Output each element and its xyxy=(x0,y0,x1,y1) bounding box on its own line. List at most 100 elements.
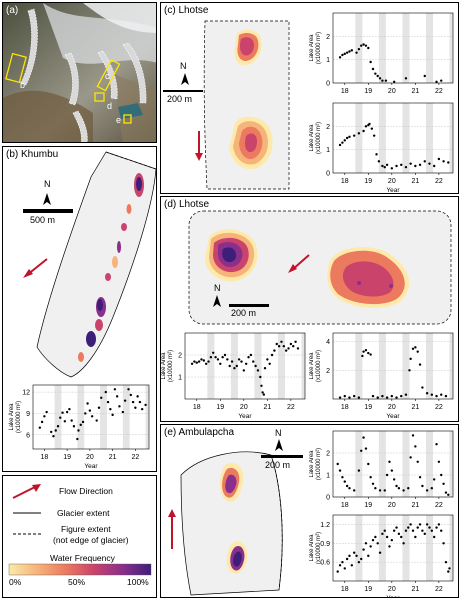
data-point xyxy=(348,135,351,139)
season-band xyxy=(449,103,453,173)
season-band xyxy=(355,333,363,399)
y-tick-label: 2 xyxy=(326,451,330,458)
data-point xyxy=(352,551,356,554)
data-point xyxy=(390,538,394,542)
data-point xyxy=(381,394,384,398)
data-point xyxy=(277,345,281,348)
data-point xyxy=(254,364,257,368)
colorbar-label-100: 100% xyxy=(127,577,149,587)
data-point xyxy=(374,535,377,539)
legend-panel: Flow Direction Glacier extent Figure ext… xyxy=(2,475,157,598)
x-axis-label: Year xyxy=(386,595,400,598)
data-point xyxy=(362,436,365,439)
chart-e2: 0.6 0.9 1.2 18 19 20 21 22 Year Lake Area (x10000 … xyxy=(309,514,454,598)
flow-arrow-d xyxy=(288,254,310,273)
data-point xyxy=(214,356,217,359)
data-point xyxy=(348,487,351,490)
y-tick-label: 1 xyxy=(326,147,330,154)
data-point xyxy=(97,406,101,409)
data-point xyxy=(381,79,384,82)
data-point xyxy=(409,523,412,526)
data-point xyxy=(45,410,48,414)
data-point xyxy=(275,342,278,346)
data-point xyxy=(343,139,346,142)
data-point xyxy=(432,478,436,481)
data-point xyxy=(369,476,372,479)
x-tick-label: 19 xyxy=(364,404,372,411)
flow-arrow-b xyxy=(23,258,48,278)
data-point xyxy=(411,347,415,350)
scale-label-b: 500 m xyxy=(30,215,56,225)
chart-d1: 1 2 18 19 20 21 22 Year Lake Area (x10000 m²) xyxy=(161,332,306,420)
data-point xyxy=(395,396,398,399)
marker-c: c xyxy=(105,71,110,81)
x-tick-label: 20 xyxy=(388,404,396,411)
data-point xyxy=(270,353,274,357)
data-point xyxy=(437,460,441,463)
data-point xyxy=(338,396,342,399)
data-point xyxy=(371,394,375,398)
data-point xyxy=(402,489,405,492)
y-tick-label: 0.9 xyxy=(320,541,330,548)
season-band xyxy=(355,431,363,497)
data-point xyxy=(56,425,60,428)
data-point xyxy=(118,405,121,408)
data-point xyxy=(385,535,389,539)
data-point xyxy=(421,484,424,488)
data-point xyxy=(357,132,361,135)
data-point xyxy=(343,52,346,56)
data-point xyxy=(115,395,119,398)
y-axis-label: Lake Area (x10000 m²) xyxy=(309,32,322,64)
data-point xyxy=(207,360,210,363)
y-tick-label: 1 xyxy=(326,57,330,64)
legend-figure-extent-label: Figure extent xyxy=(61,524,111,534)
svg-text:(x10000 m²): (x10000 m²) xyxy=(316,532,322,564)
data-point xyxy=(287,347,290,350)
data-point xyxy=(409,456,412,459)
data-point xyxy=(352,134,356,137)
data-point xyxy=(61,411,64,414)
data-point xyxy=(362,43,365,46)
data-point xyxy=(49,430,53,434)
chart-c1: 0 1 2 18 19 20 21 22 Lake Area (x10000 m²) xyxy=(309,12,454,95)
data-point xyxy=(357,469,361,472)
x-tick-label: 21 xyxy=(263,404,271,411)
data-point xyxy=(447,161,450,164)
chart-e1: 0 1 2 18 19 20 21 22 Lake Area (x10000 m²) xyxy=(309,430,454,509)
scale-label-e: 200 m xyxy=(265,460,291,470)
x-tick-label: 21 xyxy=(411,178,419,185)
x-tick-label: 20 xyxy=(388,586,396,593)
data-point xyxy=(226,358,229,361)
data-point xyxy=(414,164,417,168)
data-point xyxy=(193,360,196,363)
data-point xyxy=(416,460,419,463)
data-point xyxy=(361,354,364,358)
data-point xyxy=(404,77,408,80)
flow-arrow-e xyxy=(168,509,176,549)
data-point xyxy=(423,160,426,163)
data-point xyxy=(404,165,408,169)
khumbu-map xyxy=(23,151,156,378)
season-band xyxy=(301,333,305,399)
data-point xyxy=(440,529,443,532)
season-band xyxy=(254,333,262,399)
lhotse-c-map xyxy=(163,20,290,190)
data-point xyxy=(284,349,288,352)
data-point xyxy=(362,129,365,133)
marker-b: b xyxy=(20,80,26,90)
svg-text:(x10000 m²): (x10000 m²) xyxy=(316,32,322,64)
x-tick-label: 18 xyxy=(341,404,349,411)
data-point xyxy=(259,375,262,379)
ambulapcha-map xyxy=(168,439,303,596)
y-tick-label: 12 xyxy=(22,390,30,397)
season-band xyxy=(230,333,238,399)
data-point xyxy=(223,353,227,357)
data-point xyxy=(440,473,443,477)
data-point xyxy=(362,350,365,353)
svg-text:Lake Area: Lake Area xyxy=(309,124,315,152)
data-point xyxy=(435,394,438,398)
data-point xyxy=(336,462,339,466)
data-point xyxy=(345,51,349,54)
data-point xyxy=(104,390,107,394)
data-point xyxy=(425,392,429,395)
